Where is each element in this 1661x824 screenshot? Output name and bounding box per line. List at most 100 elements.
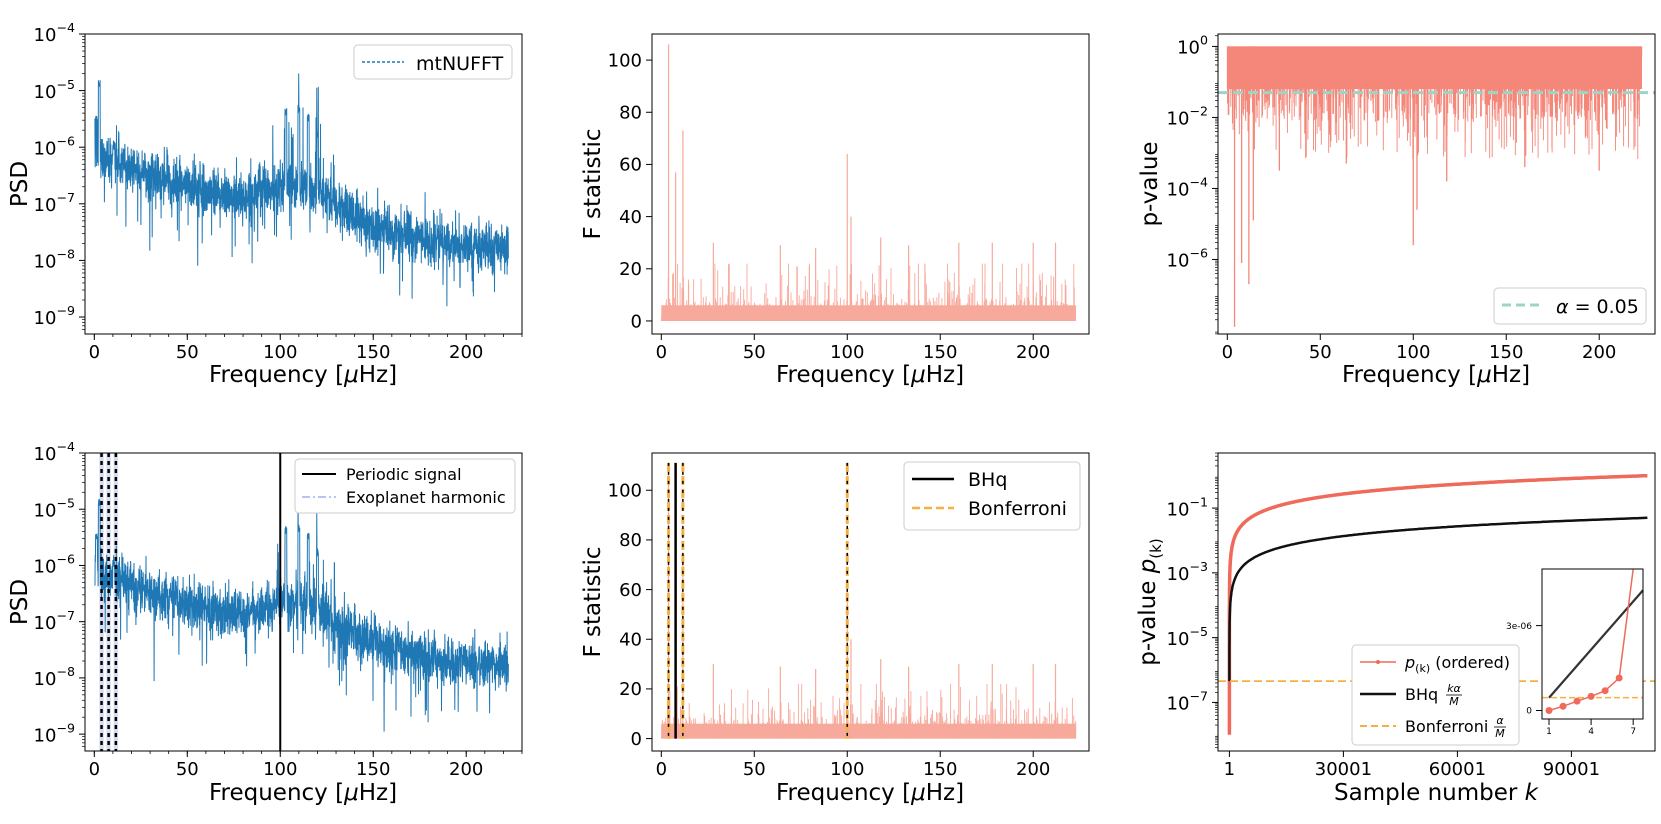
legend-alpha-label: α = 0.05 xyxy=(1556,296,1639,318)
x-tick-label: 0 xyxy=(89,342,100,363)
x-tick-label: 100 xyxy=(830,759,864,780)
psd-top-xlabel: Frequency [μHz] xyxy=(209,362,397,388)
x-tick-label: 100 xyxy=(263,342,297,363)
y-tick-label: 10−6 xyxy=(1167,246,1208,272)
fstat-top-xlabel: Frequency [μHz] xyxy=(776,362,964,388)
y-tick-label: 3e-06 xyxy=(1506,622,1532,632)
y-tick-label: 10−7 xyxy=(34,608,75,634)
ordered-ylabel: p-value p(k) xyxy=(1135,538,1165,665)
x-tick-label: 50 xyxy=(743,342,766,363)
y-tick-label: 10−3 xyxy=(1167,559,1208,585)
y-tick-label: 100 xyxy=(1177,33,1208,59)
legend-bonf-fraction-den: M xyxy=(1495,727,1505,740)
y-tick-label: 40 xyxy=(619,207,642,228)
inset-pvalue-point xyxy=(1601,687,1609,695)
x-tick-label: 0 xyxy=(89,759,100,780)
pvalue-top-axes-frame xyxy=(1217,33,1656,335)
y-tick-label: 10−5 xyxy=(34,495,75,521)
legend-bhq-curve-label: BHq xyxy=(1405,685,1438,704)
y-tick-label: 40 xyxy=(619,630,642,651)
psd-top-x-ticks: 0 50 100 150 200 xyxy=(89,334,523,363)
psd-top-ylabel: PSD xyxy=(7,161,33,207)
pvalue-top-ylabel: p-value xyxy=(1137,141,1163,226)
harmonic-band xyxy=(106,453,111,751)
panel-fstat-bottom: 0 50 100 150 200 0 20 40 60 80 100 Frequency [μHz… xyxy=(580,452,1090,806)
x-tick-label: 200 xyxy=(449,342,483,363)
y-tick-label: 10−1 xyxy=(1167,494,1208,520)
y-tick-label: 10−6 xyxy=(34,552,75,578)
x-tick-label: 4 xyxy=(1588,727,1594,737)
pvalue-top-x-ticks: 0 50 100 150 200 xyxy=(1222,334,1616,363)
legend-exoplanet-label: Exoplanet harmonic xyxy=(346,488,506,507)
x-tick-label: 200 xyxy=(1016,342,1050,363)
y-tick-label: 10−4 xyxy=(34,439,75,465)
psd-top-legend: mtNUFFT xyxy=(353,44,513,80)
y-tick-label: 10−2 xyxy=(1167,104,1208,130)
pvalue-top-series xyxy=(1218,46,1655,327)
x-tick-label: 200 xyxy=(449,759,483,780)
x-tick-label: 50 xyxy=(176,342,199,363)
x-tick-label: 0 xyxy=(1222,342,1233,363)
inset-pvalue-point xyxy=(1615,674,1623,682)
panel-psd-bottom: 0 50 100 150 200 10−9 10−8 10−7 10−6 10−5 10−4 Fr… xyxy=(7,439,523,806)
x-tick-label: 150 xyxy=(923,342,957,363)
y-tick-label: 100 xyxy=(608,50,642,71)
psd-line xyxy=(94,487,509,732)
legend-periodic-label: Periodic signal xyxy=(346,465,462,484)
y-tick-label: 10−8 xyxy=(34,664,75,690)
psd-top-series xyxy=(94,73,509,307)
y-tick-label: 10−8 xyxy=(34,247,75,273)
y-tick-label: 0 xyxy=(1526,707,1532,717)
fstat-spikes xyxy=(660,263,1077,321)
x-tick-label: 50 xyxy=(743,759,766,780)
x-tick-label: 150 xyxy=(356,342,390,363)
ordered-pvalue-curve xyxy=(1227,473,1648,735)
x-tick-label: 150 xyxy=(1489,342,1523,363)
x-tick-label: 50 xyxy=(1309,342,1332,363)
panel-psd-top: 0 50 100 150 200 10−9 10−8 10−7 10−6 10−5 10−4 Fr… xyxy=(7,20,523,388)
inset-pvalue-point xyxy=(1545,706,1553,714)
psd-bottom-y-ticks: 10−9 10−8 10−7 10−6 10−5 10−4 xyxy=(34,439,85,747)
legend-mtnufft-label: mtNUFFT xyxy=(416,53,504,75)
inset-y-ticks: 0 3e-06 xyxy=(1506,622,1542,717)
x-tick-label: 90001 xyxy=(1543,759,1600,780)
x-tick-label: 1 xyxy=(1224,759,1235,780)
y-tick-label: 10−6 xyxy=(34,133,75,159)
inset-pvalue-point xyxy=(1587,692,1595,700)
x-tick-label: 200 xyxy=(1016,759,1050,780)
pvalue-top-y-ticks: 10−6 10−4 10−2 100 xyxy=(1167,33,1218,335)
legend-bonferroni-label: Bonferroni xyxy=(968,498,1067,520)
psd-bottom-ylabel: PSD xyxy=(7,579,33,625)
ordered-legend: p(k) (ordered) BHq kα M Bonferroni α M xyxy=(1351,644,1520,746)
y-tick-label: 10−4 xyxy=(34,20,75,46)
legend-pk-marker xyxy=(1376,660,1380,664)
x-tick-label: 100 xyxy=(263,759,297,780)
legend-bhq-fraction-den: M xyxy=(1449,695,1459,708)
ordered-x-ticks: 1 30001 60001 90001 xyxy=(1224,751,1600,780)
ordered-y-ticks: 10−7 10−5 10−3 10−1 xyxy=(1167,452,1218,749)
fstat-bottom-y-ticks: 0 20 40 60 80 100 xyxy=(608,481,652,750)
legend-bhq-fraction-num: kα xyxy=(1447,682,1461,695)
fstat-spikes xyxy=(660,684,1077,739)
y-tick-label: 0 xyxy=(631,311,642,332)
inset-series xyxy=(1542,568,1644,714)
x-tick-label: 100 xyxy=(830,342,864,363)
y-tick-label: 80 xyxy=(619,530,642,551)
y-tick-label: 10−4 xyxy=(1167,175,1208,201)
x-tick-label: 1 xyxy=(1546,727,1552,737)
inset-pvalue-point xyxy=(1559,702,1567,710)
harmonic-band xyxy=(99,453,104,751)
x-tick-label: 150 xyxy=(923,759,957,780)
fstat-bottom-ylabel: F statistic xyxy=(580,546,606,657)
fstat-top-x-ticks: 0 50 100 150 200 xyxy=(656,334,1050,363)
x-tick-label: 0 xyxy=(656,342,667,363)
panel-pvalue-top: 0 50 100 150 200 10−6 10−4 10−2 100 Frequency [… xyxy=(1137,33,1656,388)
y-tick-label: 20 xyxy=(619,679,642,700)
x-tick-label: 7 xyxy=(1630,727,1636,737)
y-tick-label: 10−7 xyxy=(34,190,75,216)
y-tick-label: 10−9 xyxy=(34,303,75,329)
y-tick-label: 80 xyxy=(619,103,642,124)
y-tick-label: 10−5 xyxy=(34,77,75,103)
x-tick-label: 200 xyxy=(1582,342,1616,363)
fstat-bottom-series xyxy=(660,462,1077,739)
